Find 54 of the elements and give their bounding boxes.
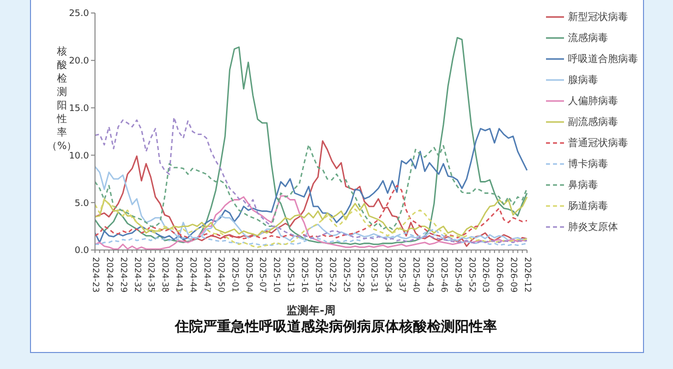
legend-label: 普通冠状病毒 — [568, 136, 628, 150]
y-tick-label: 5.0 — [74, 198, 90, 209]
x-tick-label: 2025-04 — [243, 257, 254, 293]
y-tick-label: 25.0 — [68, 9, 90, 20]
text: 住院严重急性呼吸道感染病例病原体核酸检测阳性率 — [174, 318, 498, 336]
legend-label: 肠道病毒 — [568, 200, 608, 212]
x-tick-label: 2025-01 — [229, 257, 240, 293]
x-tick-label: 2024-26 — [104, 257, 114, 293]
x-tick-label: 2024-41 — [174, 257, 184, 293]
x-tick-label: 2024-23 — [90, 257, 100, 293]
x-tick-label: 2024-38 — [160, 257, 170, 293]
x-tick-label: 2025-43 — [424, 257, 434, 293]
x-tick-label: 2025-46 — [438, 257, 448, 293]
x-tick-label: 2026-06 — [494, 257, 504, 293]
legend-label: 腺病毒 — [568, 74, 598, 86]
x-tick-label: 2026-09 — [508, 257, 518, 293]
y-tick-label: 10.0 — [68, 151, 90, 162]
x-tick-label: 2025-52 — [466, 257, 476, 293]
x-tick-label: 2025-40 — [410, 257, 421, 293]
legend-label: 鼻病毒 — [568, 178, 598, 192]
x-tick-label: 2024-47 — [201, 257, 212, 293]
x-tick-label: 2025-10 — [271, 257, 282, 293]
line-series — [94, 196, 528, 236]
x-tick-label: 2025-16 — [299, 257, 310, 293]
y-tick-label: 20.0 — [68, 56, 90, 67]
legend-label: 人偏肺病毒 — [568, 94, 618, 108]
x-tick-label: 2025-07 — [257, 257, 268, 293]
x-tick-label: 2025-37 — [396, 257, 407, 293]
x-tick-label: 2024-29 — [118, 257, 128, 293]
line-series — [94, 184, 528, 240]
legend-label: 呼吸道合胞病毒 — [568, 52, 638, 66]
x-tick-label: 2025-25 — [340, 257, 351, 293]
x-tick-label: 2025-31 — [368, 257, 379, 293]
x-tick-label: 2024-35 — [146, 257, 156, 293]
x-tick-label: 2025-34 — [382, 257, 393, 293]
x-tick-label: 2024-44 — [188, 257, 198, 293]
x-tick-label: 2025-28 — [354, 257, 365, 293]
legend-label: 肺炎支原体 — [568, 220, 618, 234]
x-tick-label: 2025-22 — [326, 257, 337, 293]
x-tick-label: 2025-19 — [312, 257, 323, 293]
x-tick-label: 2026-12 — [522, 257, 532, 293]
legend-label: 副流感病毒 — [568, 116, 618, 128]
y-tick-label: 15.0 — [68, 104, 90, 114]
legend-label: 新型冠状病毒 — [568, 10, 628, 24]
x-tick-label: 2024-32 — [132, 257, 142, 293]
y-tick-label: 0.0 — [74, 246, 90, 256]
x-tick-label: 2025-49 — [452, 257, 462, 293]
legend-label: 博卡病毒 — [568, 158, 608, 170]
line-series — [94, 36, 528, 246]
x-axis-title: 监测年-周 — [286, 304, 336, 317]
x-tick-label: 2024-50 — [215, 257, 226, 293]
x-tick-label: 2025-13 — [285, 257, 296, 293]
legend-label: 流感病毒 — [568, 32, 608, 44]
x-tick-label: 2026-03 — [480, 257, 490, 293]
